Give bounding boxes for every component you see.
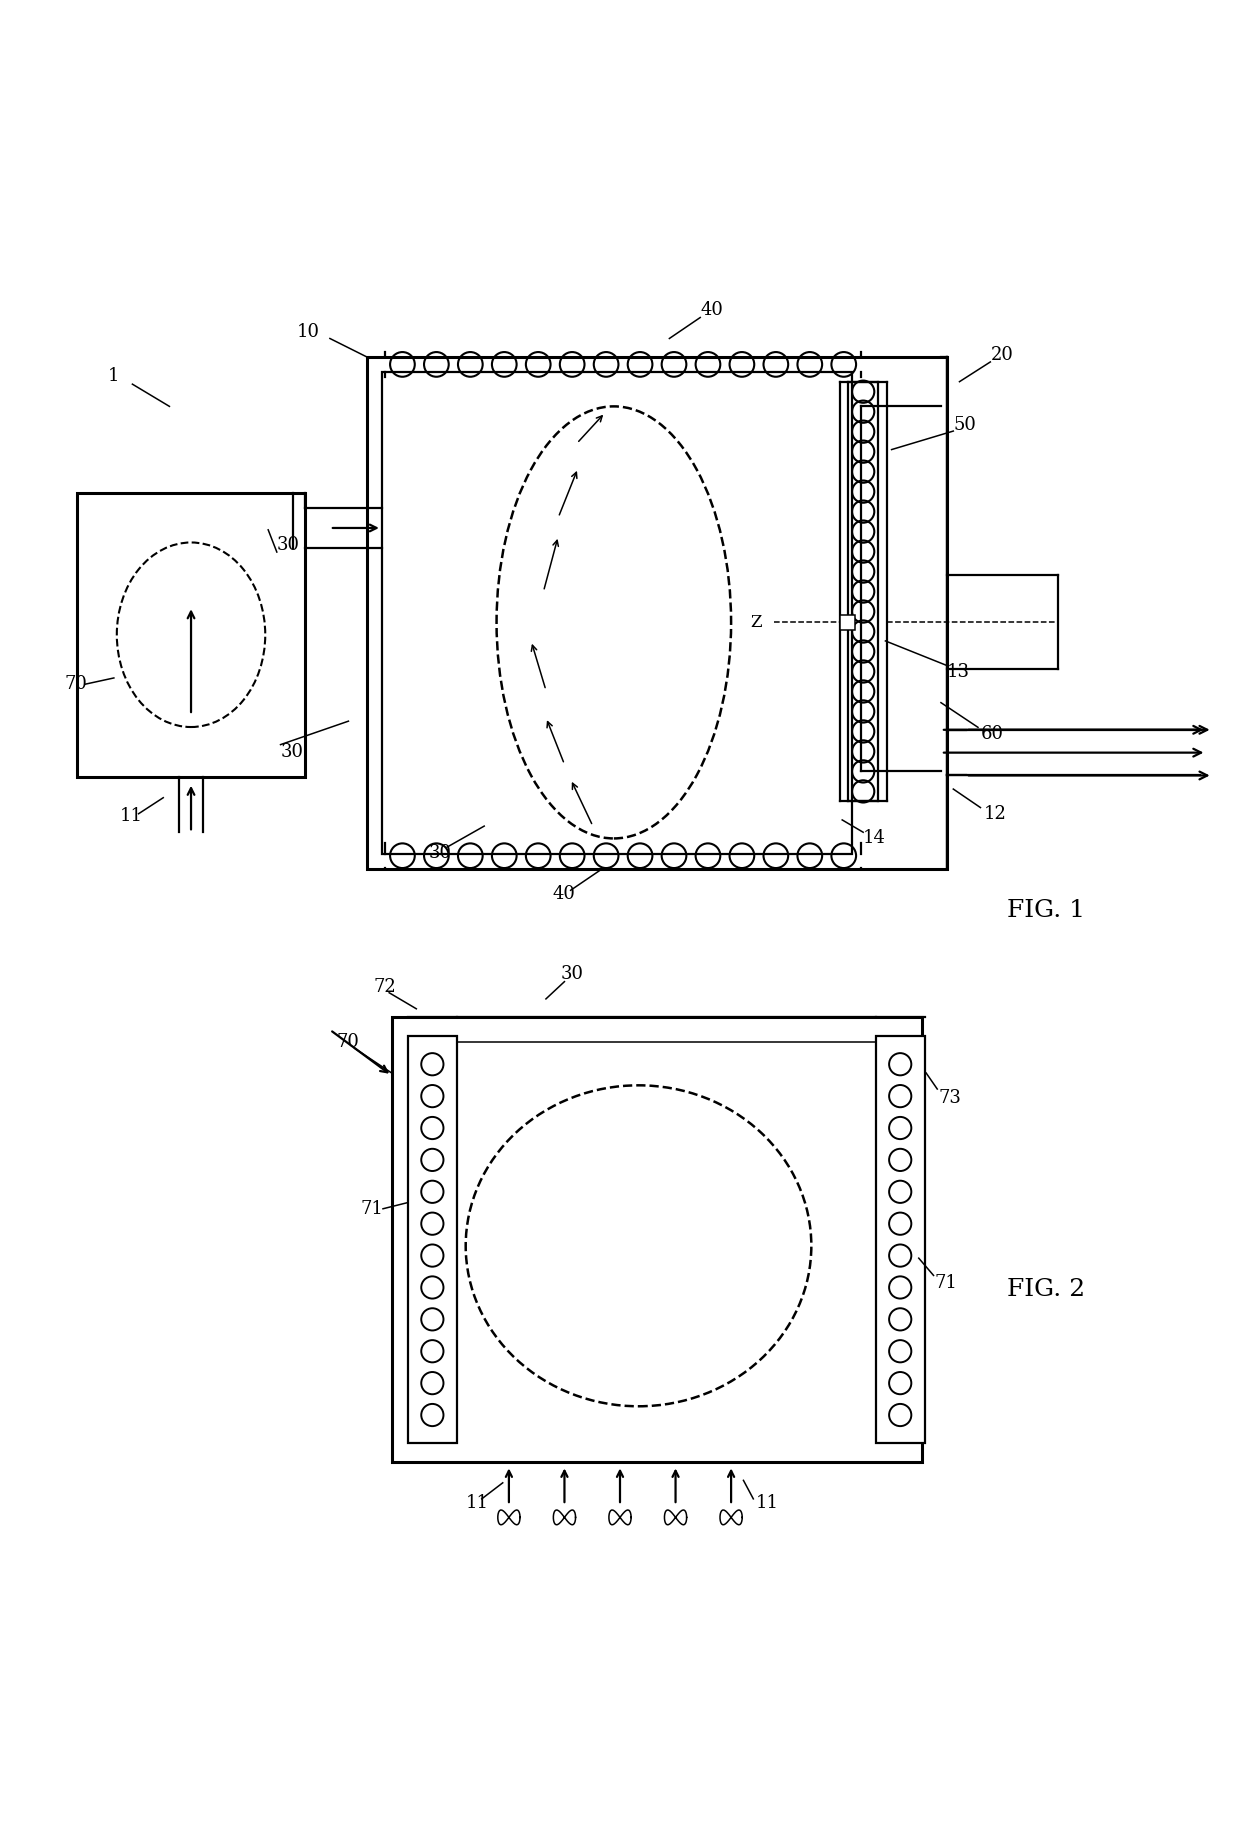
Text: 30: 30: [429, 845, 451, 861]
Text: 50: 50: [954, 416, 976, 434]
Text: 30: 30: [277, 535, 300, 553]
Text: 11: 11: [466, 1493, 489, 1511]
Text: 1: 1: [108, 367, 119, 385]
Text: 40: 40: [701, 301, 723, 319]
Text: 71: 71: [361, 1199, 383, 1217]
Text: 10: 10: [296, 323, 320, 341]
Bar: [875, 1037, 925, 1444]
Text: 40: 40: [552, 885, 575, 903]
Text: 30: 30: [560, 965, 584, 984]
Text: 73: 73: [939, 1090, 961, 1106]
Text: 60: 60: [981, 725, 1003, 743]
Text: 13: 13: [947, 662, 970, 681]
Bar: [408, 1037, 458, 1444]
Text: 70: 70: [64, 675, 87, 694]
Bar: [77, 493, 305, 777]
Bar: [839, 615, 854, 630]
Text: 70: 70: [336, 1033, 358, 1051]
Text: 72: 72: [373, 978, 396, 996]
Text: 11: 11: [756, 1493, 779, 1511]
Text: 12: 12: [985, 805, 1007, 823]
Bar: [367, 358, 947, 869]
Text: 11: 11: [120, 807, 143, 825]
Text: 20: 20: [991, 345, 1013, 363]
Text: 14: 14: [863, 829, 887, 847]
Bar: [382, 372, 852, 854]
Text: FIG. 1: FIG. 1: [1007, 898, 1085, 922]
Text: 71: 71: [935, 1274, 957, 1292]
Bar: [392, 1017, 923, 1462]
Text: FIG. 2: FIG. 2: [1007, 1278, 1085, 1301]
Text: Z: Z: [750, 613, 761, 631]
Text: 30: 30: [280, 743, 304, 761]
